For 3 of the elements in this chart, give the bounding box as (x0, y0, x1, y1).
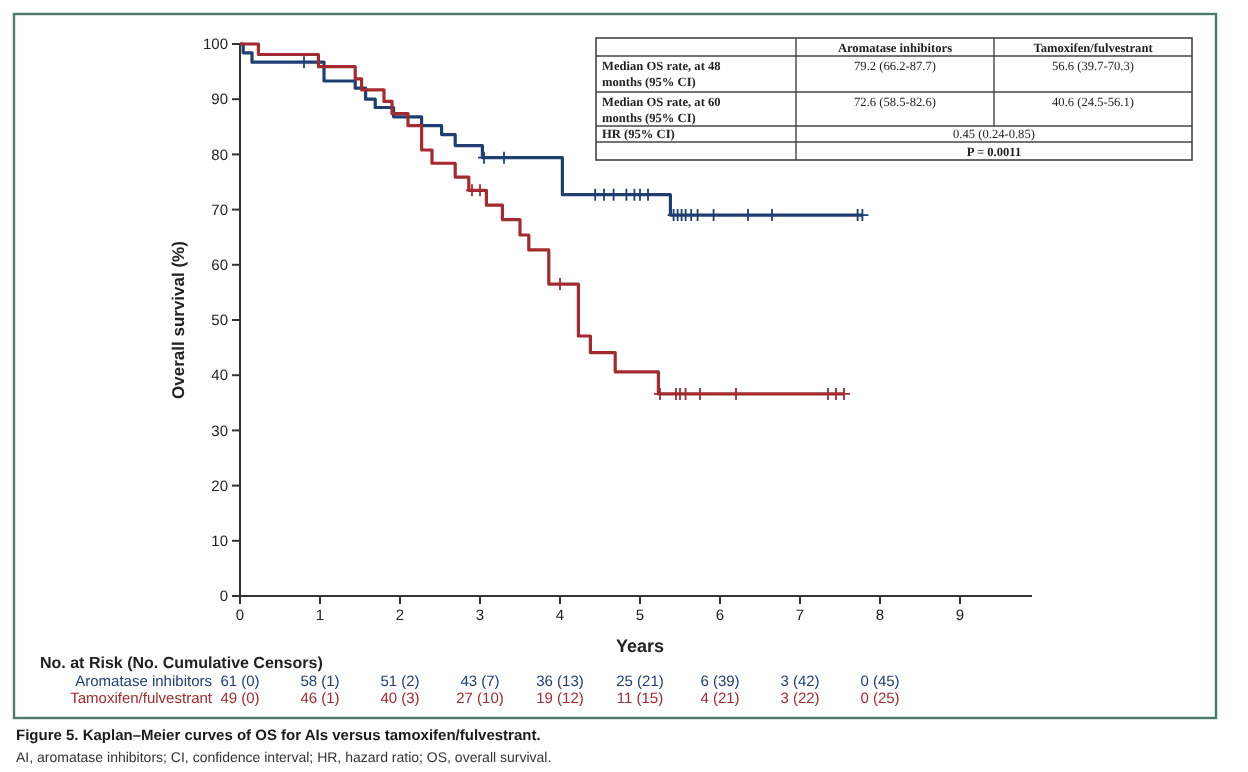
y-axis-title: Overall survival (%) (168, 240, 188, 399)
text: No. at Risk (No. Cumulative Censors) (40, 654, 324, 672)
x-axis-title: Years (615, 636, 665, 656)
